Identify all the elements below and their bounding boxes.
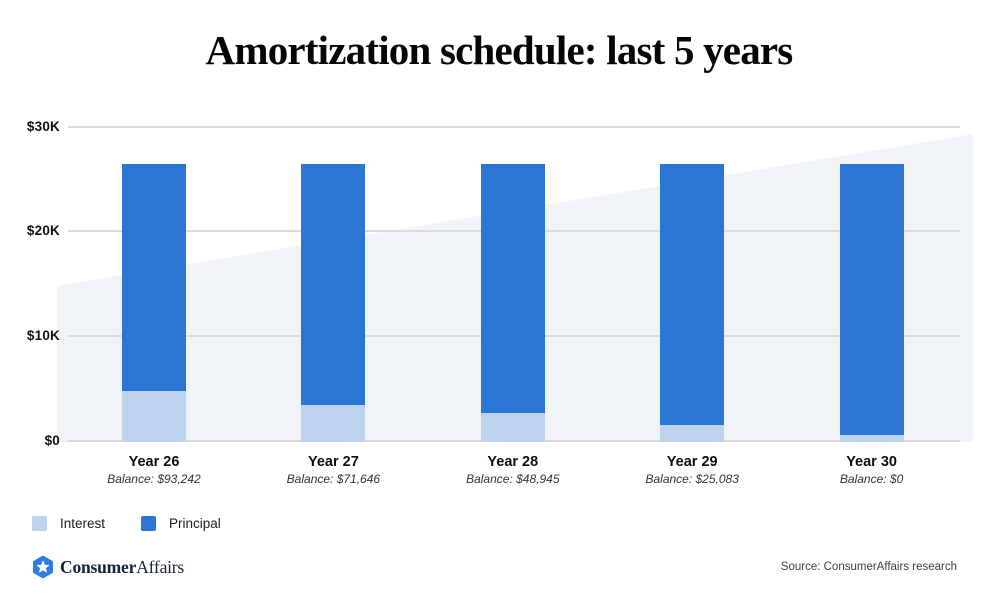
y-tick-30k: $30K (26, 119, 60, 134)
bar-interest-segment-year-29 (660, 424, 725, 442)
legend-label-principal: Principal (169, 516, 221, 531)
principal-swatch-icon (141, 516, 157, 531)
interest-swatch-icon (32, 516, 47, 531)
bar-interest-segment-year-27 (301, 405, 366, 442)
x-label-balance-28: Balance: $48,945 (466, 472, 560, 486)
legend-label-interest: Interest (60, 516, 106, 531)
bar-principal-segment-year-27 (301, 164, 366, 406)
y-tick-0: $0 (44, 433, 60, 448)
x-label-balance-27: Balance: $71,646 (286, 472, 381, 486)
bar-interest-segment-year-28 (480, 413, 545, 442)
legend-item-principal: Principal (141, 516, 221, 531)
x-label-year-28: Year 28 (487, 454, 539, 470)
bar-interest-segment-year-26 (122, 391, 186, 442)
gridline-30k (68, 126, 960, 128)
source-attribution: Source: ConsumerAffairs research (780, 561, 957, 573)
bar-interest-segment-year-30 (839, 435, 904, 442)
x-label-year-29: Year 29 (666, 454, 718, 470)
brand-wordmark-regular: Affairs (136, 556, 185, 577)
brand-wordmark: ConsumerAffairs (60, 557, 184, 578)
x-label-balance-30: Balance: $0 (839, 472, 904, 486)
chart-title: Amortization schedule: last 5 years (205, 27, 794, 73)
x-label-year-26: Year 26 (128, 454, 180, 470)
y-tick-20k: $20K (26, 223, 60, 238)
x-label-year-30: Year 30 (846, 454, 897, 470)
x-label-balance-26: Balance: $93,242 (107, 472, 201, 486)
legend-item-interest: Interest (32, 516, 105, 531)
hexagon-star-icon (33, 556, 53, 578)
consumeraffairs-logo: ConsumerAffairs (32, 556, 184, 578)
brand-wordmark-bold: Consumer (60, 556, 137, 577)
bar-principal-segment-year-26 (122, 164, 186, 392)
y-tick-10k: $10K (26, 328, 60, 343)
chart-legend: Interest Principal (32, 516, 221, 531)
bar-principal-segment-year-28 (480, 164, 545, 414)
bar-principal-segment-year-29 (660, 164, 725, 425)
x-label-balance-29: Balance: $25,083 (645, 472, 739, 486)
bar-principal-segment-year-30 (839, 164, 904, 436)
x-label-year-27: Year 27 (307, 454, 359, 470)
